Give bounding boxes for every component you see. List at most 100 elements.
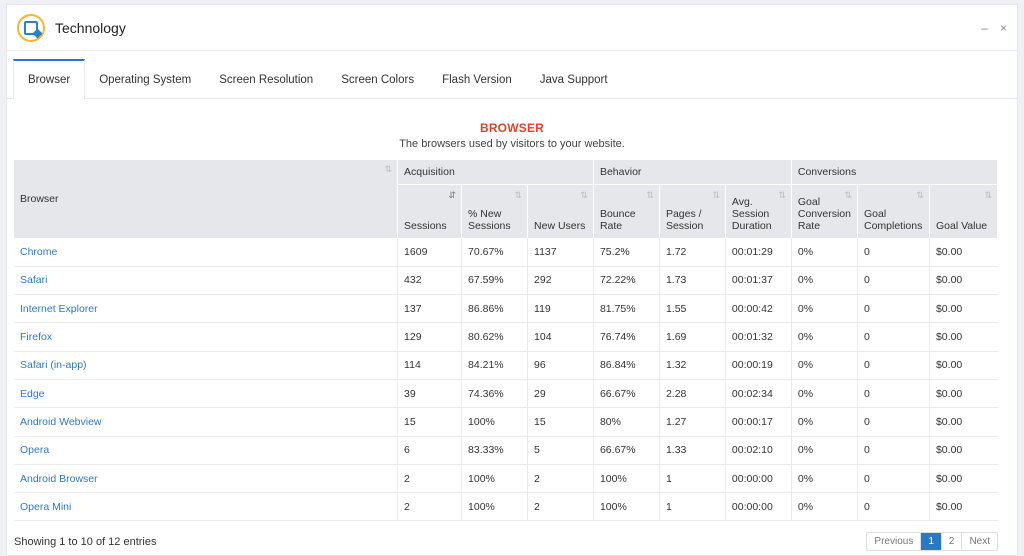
table-row: Safari 432 67.59% 292 72.22% 1.73 00:01:37 0% 0 $…: [14, 266, 998, 296]
table-cell: 80%: [593, 407, 660, 437]
col-new-sessions-header[interactable]: ⇅% New Sessions: [461, 184, 529, 238]
table-cell: 66.67%: [593, 436, 660, 465]
browser-link[interactable]: Android Webview: [14, 407, 399, 437]
browser-link[interactable]: Firefox: [14, 322, 399, 352]
browser-link[interactable]: Safari: [14, 266, 399, 296]
sort-icon[interactable]: ⇅: [514, 189, 523, 200]
browser-link[interactable]: Chrome: [14, 238, 399, 267]
table-cell: 70.67%: [461, 238, 529, 267]
table-cell: 15: [397, 407, 463, 437]
table-row: Firefox 129 80.62% 104 76.74% 1.69 00:01:32 0% 0…: [14, 322, 998, 352]
table-cell: 0%: [791, 322, 858, 352]
table-cell: 0: [857, 436, 930, 465]
table-cell: 5: [527, 436, 594, 465]
table-cell: 0: [857, 492, 930, 522]
table-cell: 29: [527, 379, 594, 409]
table-cell: $0.00: [929, 351, 998, 380]
tab-screen-resolution[interactable]: Screen Resolution: [219, 73, 314, 86]
table-cell: $0.00: [929, 407, 998, 437]
table-cell: 0%: [791, 238, 858, 267]
table-cell: 100%: [461, 464, 529, 494]
table-cell: 0: [857, 238, 930, 267]
table-cell: $0.00: [929, 294, 998, 324]
page-1-button[interactable]: 1: [921, 533, 942, 550]
col-pages-session-header[interactable]: ⇅ Pages / Session: [659, 184, 726, 238]
table-cell: 0: [857, 266, 930, 296]
table-cell: 100%: [461, 492, 529, 522]
sort-icon[interactable]: ⇅: [916, 189, 924, 200]
table-cell: 0%: [791, 492, 858, 522]
table-cell: 00:01:32: [725, 322, 792, 352]
table-cell: 104: [527, 322, 594, 352]
tab-flash-version[interactable]: Flash Version: [442, 73, 512, 86]
col-new-users-header[interactable]: ⇅ New Users: [527, 184, 594, 238]
tab-screen-colors[interactable]: Screen Colors: [341, 73, 415, 86]
sort-icon[interactable]: ⇅: [984, 189, 992, 200]
sort-icon[interactable]: ⇅: [384, 164, 393, 174]
table-cell: 1.72: [659, 238, 726, 267]
browser-link[interactable]: Opera Mini: [14, 492, 399, 522]
col-avg-duration-header[interactable]: ⇅ Avg. Session Duration: [725, 184, 792, 238]
table-cell: 72.22%: [593, 266, 660, 296]
sort-icon[interactable]: ⇅: [778, 189, 786, 200]
entries-info: Showing 1 to 10 of 12 entries: [14, 535, 157, 548]
table-cell: 137: [397, 294, 463, 324]
col-goal-conversion-header[interactable]: ⇅ Goal Conversion Rate: [791, 184, 858, 238]
table-row: Chrome 1609 70.67% 1137 75.2% 1.72 00:01:29 0% 0…: [14, 238, 998, 267]
table-cell: 2: [527, 464, 594, 494]
previous-button[interactable]: Previous: [867, 533, 922, 550]
browser-link[interactable]: Android Browser: [14, 464, 399, 494]
table-cell: 1.73: [659, 266, 726, 296]
table-row: Opera Mini 2 100% 2 100% 1 00:00:00 0% 0 $0.00: [14, 492, 998, 522]
table-cell: 100%: [593, 492, 660, 522]
next-button[interactable]: Next: [969, 536, 990, 547]
col-goal-value-header[interactable]: ⇅ Goal Value: [929, 184, 999, 238]
close-button[interactable]: ×: [999, 20, 1007, 35]
tab-java-support[interactable]: Java Support: [539, 73, 608, 86]
sort-icon[interactable]: ⇅: [580, 189, 588, 200]
table-cell: 1.32: [659, 351, 726, 380]
group-conversions: Conversions: [791, 160, 999, 185]
page-2-button[interactable]: 2: [942, 533, 963, 550]
table-cell: 39: [397, 379, 463, 409]
table-cell: $0.00: [929, 464, 998, 494]
table-cell: $0.00: [929, 492, 998, 522]
table-footer: Showing 1 to 10 of 12 entries Previous 1…: [14, 532, 998, 551]
table-cell: 80.62%: [461, 322, 529, 352]
tab-bar: Browser Operating System Screen Resoluti…: [7, 59, 1017, 99]
table-cell: 100%: [593, 464, 660, 494]
table-cell: 67.59%: [461, 266, 529, 296]
browser-link[interactable]: Opera: [14, 436, 399, 465]
browser-link[interactable]: Safari (in-app): [14, 351, 399, 380]
table-cell: 2: [397, 492, 463, 522]
technology-logo-icon: [17, 13, 45, 42]
col-browser-header[interactable]: ⇅ Browser: [14, 160, 399, 239]
table-cell: 96: [527, 351, 594, 380]
browser-link[interactable]: Edge: [14, 379, 399, 409]
table-cell: 00:00:17: [725, 407, 792, 437]
sort-icon[interactable]: ⇅: [712, 189, 720, 200]
tab-operating-system[interactable]: Operating System: [99, 73, 192, 86]
sort-icon[interactable]: ⇅: [646, 189, 654, 200]
table-cell: 0: [857, 294, 930, 324]
col-goal-completions-header[interactable]: ⇅ Goal Completions: [857, 184, 930, 238]
table-cell: 2.28: [659, 379, 726, 409]
table-cell: 66.67%: [593, 379, 660, 409]
sort-desc-icon[interactable]: ⇵: [448, 189, 457, 200]
table-row: Internet Explorer 137 86.86% 119 81.75% 1.55 0…: [14, 294, 998, 324]
sort-icon[interactable]: ⇅: [844, 189, 852, 200]
tab-browser[interactable]: Browser: [13, 59, 86, 99]
table-cell: $0.00: [929, 322, 998, 352]
minimize-button[interactable]: –: [981, 20, 988, 35]
col-sessions-header[interactable]: ⇵ Sessions: [397, 184, 463, 238]
table-cell: $0.00: [929, 266, 998, 296]
table-cell: 0%: [791, 379, 858, 409]
col-bounce-rate-header[interactable]: ⇅ Bounce Rate: [593, 184, 660, 238]
table-cell: $0.00: [929, 238, 998, 267]
titlebar: Technology – ×: [7, 5, 1017, 51]
table-cell: 1: [659, 464, 726, 494]
table-cell: 81.75%: [593, 294, 660, 324]
table-cell: 1.33: [659, 436, 726, 465]
table-cell: 75.2%: [593, 238, 660, 267]
browser-link[interactable]: Internet Explorer: [14, 294, 399, 324]
